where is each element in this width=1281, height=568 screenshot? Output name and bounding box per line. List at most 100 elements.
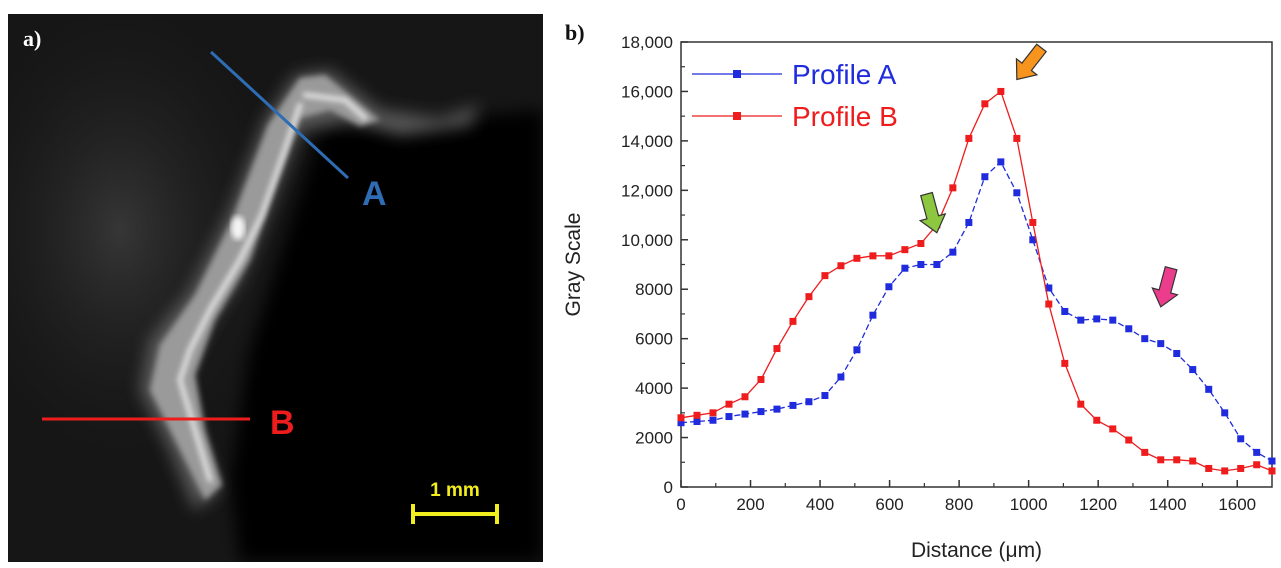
data-point [917, 261, 925, 268]
legend-entry-profile-a: Profile A [692, 59, 897, 90]
data-point [1093, 416, 1101, 424]
annotation-arrow-orange [1015, 43, 1048, 81]
data-point [821, 392, 829, 400]
x-tick-label: 800 [945, 495, 973, 514]
data-point [821, 272, 829, 280]
y-tick-label: 18,000 [621, 33, 673, 52]
data-point [901, 246, 909, 254]
data-point [1268, 457, 1276, 465]
bone-body [150, 75, 380, 500]
x-tick-label: 1000 [1010, 495, 1048, 514]
data-point [901, 264, 909, 272]
data-point [773, 405, 781, 413]
bone-cortex [177, 92, 368, 483]
profile-a-image-label: A [362, 175, 387, 213]
profile-b-image-label: B [270, 404, 295, 442]
panel-a-image [8, 14, 543, 562]
data-point [1141, 448, 1149, 456]
bone-bright-spot [231, 216, 245, 240]
data-point [965, 134, 973, 142]
data-point [1268, 467, 1276, 475]
scale-bar [411, 504, 499, 524]
data-point [965, 218, 973, 226]
data-point [709, 416, 717, 424]
x-axis-title: Distance (μm) [911, 539, 1042, 562]
y-tick-label: 6000 [635, 330, 673, 349]
x-tick-label: 200 [736, 495, 764, 514]
data-point [1029, 218, 1037, 226]
data-point [677, 419, 685, 427]
data-point [981, 173, 989, 181]
data-point [853, 254, 861, 262]
y-tick-label: 12,000 [621, 181, 673, 200]
data-point [837, 262, 845, 270]
data-point [1221, 409, 1229, 417]
data-point [1205, 385, 1213, 393]
data-point [789, 401, 797, 409]
x-tick-label: 600 [875, 495, 903, 514]
legend-entry-profile-b: Profile B [692, 101, 898, 132]
data-point [757, 408, 765, 416]
data-point [1045, 284, 1053, 292]
data-point [1029, 236, 1037, 244]
data-point [997, 158, 1005, 166]
data-point [1173, 350, 1181, 357]
y-tick-label: 10,000 [621, 231, 673, 250]
data-point [693, 411, 701, 419]
y-tick-label: 14,000 [621, 132, 673, 151]
data-point [1237, 435, 1245, 443]
data-point [1045, 300, 1053, 308]
data-point [837, 373, 845, 381]
y-tick-label: 16,000 [621, 82, 673, 101]
image-dark-region [230, 110, 543, 562]
y-tick-label: 4000 [635, 379, 673, 398]
data-point [1221, 467, 1229, 475]
data-point [1189, 457, 1197, 465]
data-point [1013, 134, 1021, 142]
data-point [1253, 461, 1261, 469]
data-point [757, 375, 765, 383]
data-point [1061, 307, 1069, 315]
profile-a-line [209, 50, 350, 180]
data-point [885, 283, 893, 291]
data-point [1205, 464, 1213, 472]
data-point [981, 100, 989, 108]
data-point [1093, 315, 1101, 323]
panel-b-label: b) [565, 20, 585, 45]
legend-label: Profile B [792, 101, 898, 132]
data-point [1237, 464, 1245, 472]
data-point [1077, 316, 1085, 324]
data-point [1157, 456, 1165, 464]
series-profile-b [677, 87, 1276, 475]
x-tick-label: 0 [676, 495, 685, 514]
data-point [1077, 400, 1085, 408]
annotation-arrow-green [918, 191, 947, 234]
y-tick-label: 2000 [635, 429, 673, 448]
data-point [1173, 456, 1181, 464]
data-point [885, 252, 893, 260]
data-point [725, 413, 733, 421]
legend-label: Profile A [792, 59, 897, 90]
data-point [1109, 316, 1117, 324]
data-point [725, 400, 733, 408]
legend-marker [733, 112, 741, 120]
panel-a-label: a) [23, 26, 41, 51]
y-axis-title: Gray Scale [562, 213, 585, 317]
data-point [933, 261, 941, 268]
data-point [741, 393, 749, 401]
data-point [1157, 340, 1165, 348]
data-point [773, 345, 781, 353]
data-point [1109, 425, 1117, 433]
data-point [741, 410, 749, 418]
data-point [1253, 448, 1261, 456]
data-point [869, 252, 877, 260]
data-point [677, 414, 685, 422]
data-point [805, 293, 813, 301]
x-tick-label: 1200 [1079, 495, 1117, 514]
scale-bar-label: 1 mm [430, 480, 480, 501]
data-point [853, 346, 861, 354]
series-line [680, 160, 1273, 462]
y-tick-label: 0 [664, 478, 673, 497]
data-point [1125, 436, 1133, 444]
